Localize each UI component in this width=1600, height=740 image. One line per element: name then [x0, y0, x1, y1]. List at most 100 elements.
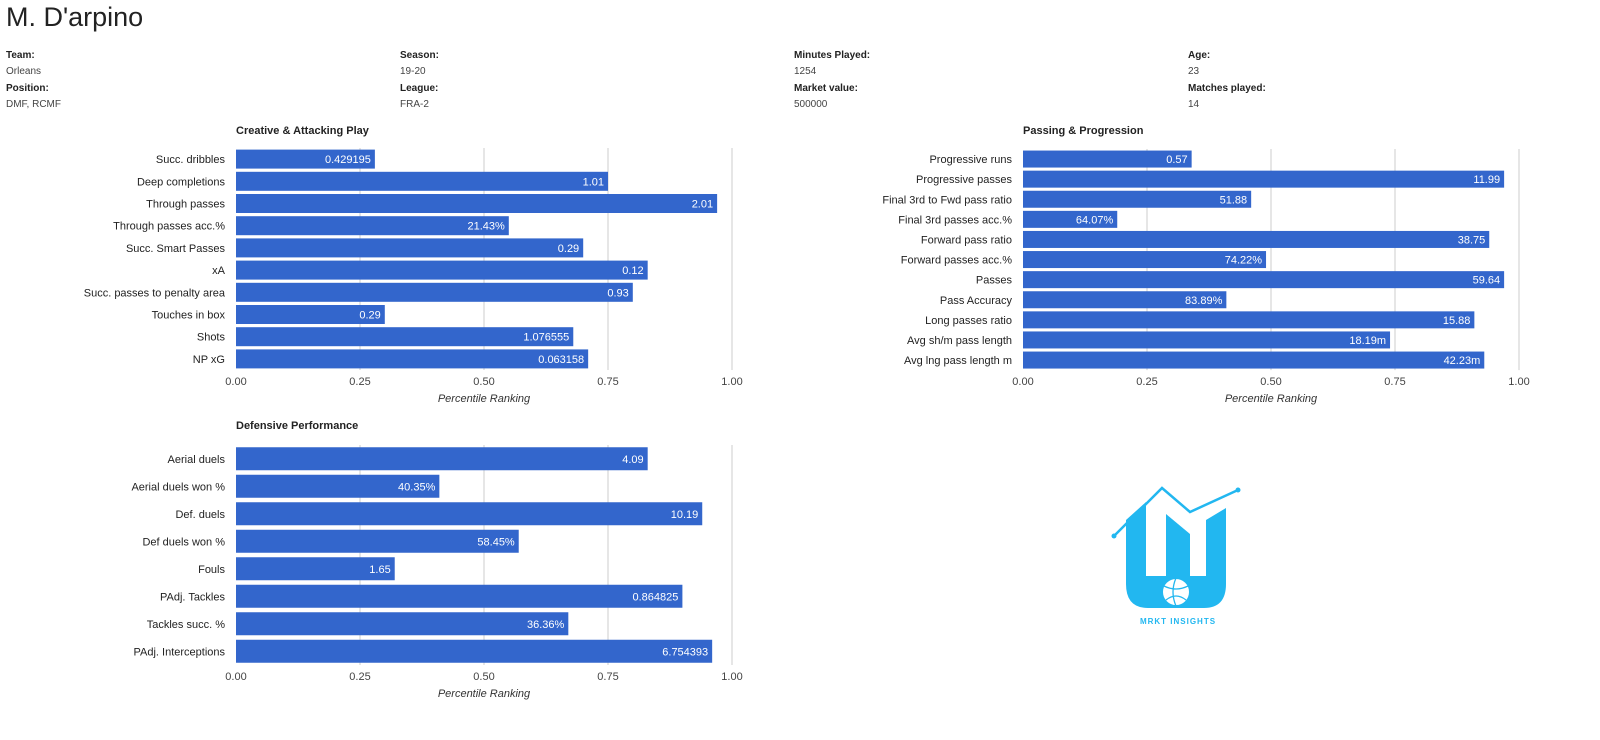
bar-data-label: 42.23m	[1444, 355, 1481, 367]
bar-data-label: 2.01	[692, 199, 713, 211]
mrkt-insights-logo: MRKT INSIGHTS	[1100, 480, 1260, 630]
chart-title: Defensive Performance	[236, 420, 358, 432]
category-label: Def duels won %	[142, 536, 225, 548]
info-label: Season:	[400, 50, 439, 61]
bar-data-label: 0.12	[622, 265, 643, 277]
bar-tackles-succ	[236, 612, 569, 636]
info-league: League: FRA-2	[400, 83, 438, 110]
bar-def-duels-won	[236, 529, 519, 553]
bar-xa	[236, 260, 648, 280]
bar-np-xg	[236, 349, 589, 369]
defensive-performance-chart: Defensive Performance 0.00 0.25 0.50 0.75 1.0…	[0, 415, 780, 710]
bar-data-label: 59.64	[1473, 275, 1501, 287]
bar-fouls	[236, 557, 395, 581]
info-team: Team: Orleans	[6, 50, 41, 77]
info-label: Matches played:	[1188, 83, 1266, 94]
x-axis-title: Percentile Ranking	[438, 688, 531, 700]
x-tick-label: 0.75	[1384, 376, 1405, 388]
category-label: Succ. passes to penalty area	[84, 287, 226, 299]
category-label: Shots	[197, 332, 226, 344]
bar-padj-tackles	[236, 584, 683, 608]
creative-attacking-chart-svg: Creative & Attacking Play 0.00 0.25 0.50 0.7…	[84, 125, 743, 405]
info-value: 1254	[794, 66, 817, 77]
category-label: Through passes	[146, 199, 225, 211]
bar-data-label: 0.429195	[325, 154, 371, 166]
bar-through-passes	[236, 194, 718, 213]
bar-aerial-duels	[236, 447, 648, 471]
x-tick-label: 0.75	[597, 376, 618, 388]
category-label: Progressive passes	[916, 174, 1012, 186]
bar-data-label: 38.75	[1458, 234, 1486, 246]
bar-padj-interceptions	[236, 639, 713, 663]
defensive-performance-chart-svg: Defensive Performance 0.00 0.25 0.50 0.75 1.0…	[131, 420, 742, 700]
category-label: Tackles succ. %	[147, 619, 225, 631]
category-label: Forward pass ratio	[921, 234, 1012, 246]
bar-final-3rd-passes-acc	[1023, 210, 1118, 228]
bar-data-label: 83.89%	[1185, 295, 1223, 307]
bar-data-label: 64.07%	[1076, 214, 1114, 226]
bar-def-duels	[236, 502, 703, 526]
x-tick-label: 0.25	[349, 376, 370, 388]
bar-data-label: 0.063158	[538, 354, 584, 366]
category-label: Succ. Smart Passes	[126, 243, 226, 255]
bar-data-label: 0.93	[607, 287, 628, 299]
category-label: Avg lng pass length m	[904, 355, 1012, 367]
bar-data-label: 6.754393	[662, 646, 708, 658]
x-tick-label: 0.50	[473, 671, 494, 683]
bar-succ-passes-to-penalty-area	[236, 282, 633, 302]
info-minutes-played: Minutes Played: 1254	[794, 50, 870, 77]
x-tick-label: 0.75	[597, 671, 618, 683]
logo-icon: MRKT INSIGHTS	[1111, 486, 1241, 626]
category-label: NP xG	[193, 354, 225, 366]
bar-shots	[236, 327, 574, 347]
category-label: Def. duels	[175, 509, 225, 521]
bar-data-label: 1.01	[583, 176, 604, 188]
category-label: Final 3rd passes acc.%	[898, 214, 1012, 226]
x-tick-label: 0.50	[1260, 376, 1281, 388]
bar-data-label: 10.19	[671, 509, 699, 521]
info-value: 500000	[794, 99, 828, 110]
category-label: PAdj. Tackles	[160, 591, 226, 603]
bar-touches-in-box	[236, 305, 385, 324]
x-tick-label: 1.00	[721, 671, 742, 683]
bar-forward-pass-ratio	[1023, 230, 1490, 248]
info-value: 19-20	[400, 66, 426, 77]
category-label: Long passes ratio	[925, 315, 1012, 327]
x-axis-title: Percentile Ranking	[438, 393, 531, 405]
category-label: Touches in box	[152, 310, 226, 322]
info-value: Orleans	[6, 66, 42, 77]
category-label: PAdj. Interceptions	[133, 646, 225, 658]
bar-data-label: 58.45%	[477, 536, 515, 548]
info-label: Team:	[6, 50, 35, 61]
category-label: Passes	[976, 275, 1013, 287]
x-tick-label: 0.00	[225, 671, 246, 683]
bar-through-passes-acc	[236, 216, 509, 236]
info-season: Season: 19-20	[400, 50, 439, 77]
category-label: xA	[212, 265, 226, 277]
info-value: FRA-2	[400, 99, 429, 110]
bar-data-label: 36.36%	[527, 619, 565, 631]
creative-attacking-chart: Creative & Attacking Play 0.00 0.25 0.50 0.7…	[0, 120, 780, 410]
info-value: 23	[1188, 66, 1200, 77]
category-label: Through passes acc.%	[113, 221, 225, 233]
bar-passes	[1023, 271, 1505, 289]
info-age: Age: 23	[1188, 50, 1210, 77]
passing-progression-chart-svg: Passing & Progression 0.00 0.25 0.50 0.75 1.0…	[882, 125, 1529, 405]
logo-text: MRKT INSIGHTS	[1140, 617, 1216, 626]
info-position: Position: DMF, RCMF	[6, 83, 61, 110]
x-tick-label: 0.00	[225, 376, 246, 388]
player-name: M. D'arpino	[6, 2, 144, 32]
category-label: Succ. dribbles	[156, 154, 226, 166]
info-value: DMF, RCMF	[6, 99, 61, 110]
bar-data-label: 1.65	[369, 564, 390, 576]
bar-long-passes-ratio	[1023, 311, 1475, 329]
info-value: 14	[1188, 99, 1200, 110]
bar-data-label: 1.076555	[523, 332, 569, 344]
x-axis-title: Percentile Ranking	[1225, 393, 1318, 405]
x-tick-label: 0.00	[1012, 376, 1033, 388]
bar-data-label: 11.99	[1473, 174, 1500, 186]
bar-data-label: 40.35%	[398, 481, 436, 493]
category-label: Pass Accuracy	[940, 295, 1013, 307]
x-tick-label: 1.00	[721, 376, 742, 388]
bar-data-label: 15.88	[1443, 315, 1471, 327]
